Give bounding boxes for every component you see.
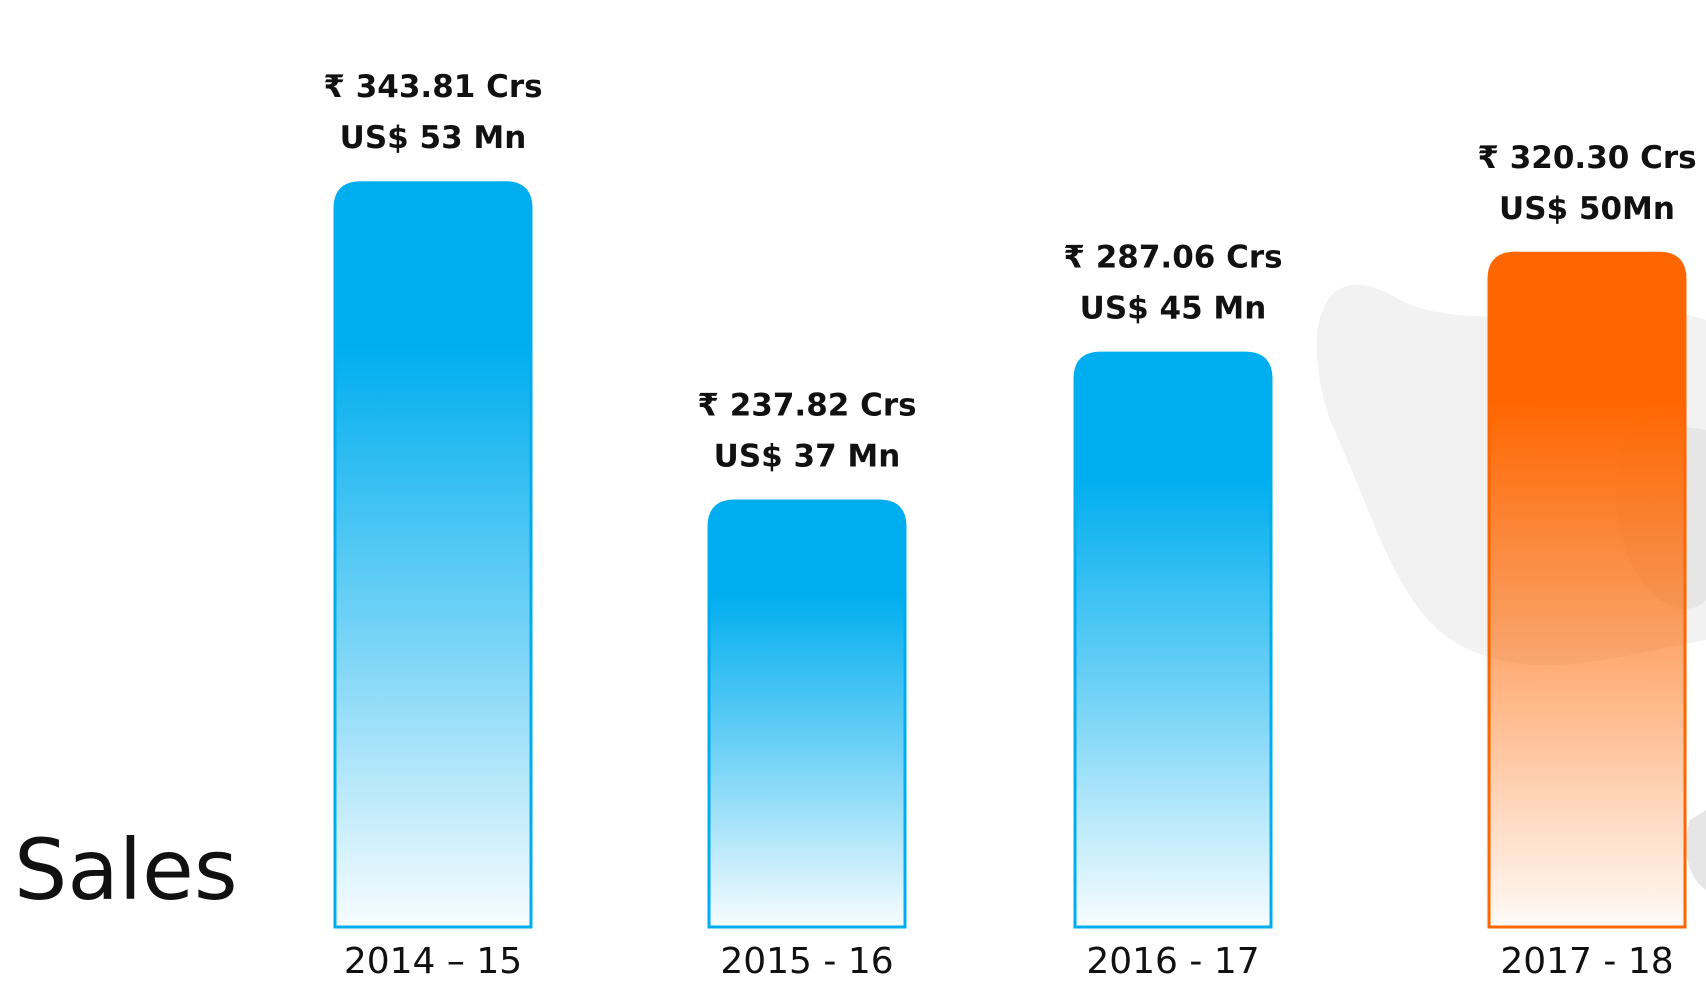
bar (707, 499, 907, 929)
usd-value-label: US$ 50Mn (1499, 191, 1675, 227)
value-label: ₹ 287.06 Crs (1063, 240, 1282, 276)
value-label: ₹ 343.81 Crs (323, 69, 542, 105)
bar (1073, 351, 1273, 929)
value-label: ₹ 237.82 Crs (697, 388, 916, 424)
x-tick-label: 2016 - 17 (1086, 941, 1259, 982)
usd-value-label: US$ 53 Mn (340, 120, 527, 156)
x-tick-label: 2014 – 15 (344, 941, 522, 982)
chart-title: Sales (14, 821, 238, 919)
usd-value-label: US$ 37 Mn (714, 439, 901, 475)
value-label: ₹ 320.30 Crs (1477, 140, 1696, 176)
x-tick-label: 2015 - 16 (720, 941, 893, 982)
bar (333, 181, 533, 929)
x-tick-label: 2017 - 18 (1500, 941, 1673, 982)
usd-value-label: US$ 45 Mn (1080, 291, 1267, 327)
bar (1487, 251, 1687, 929)
